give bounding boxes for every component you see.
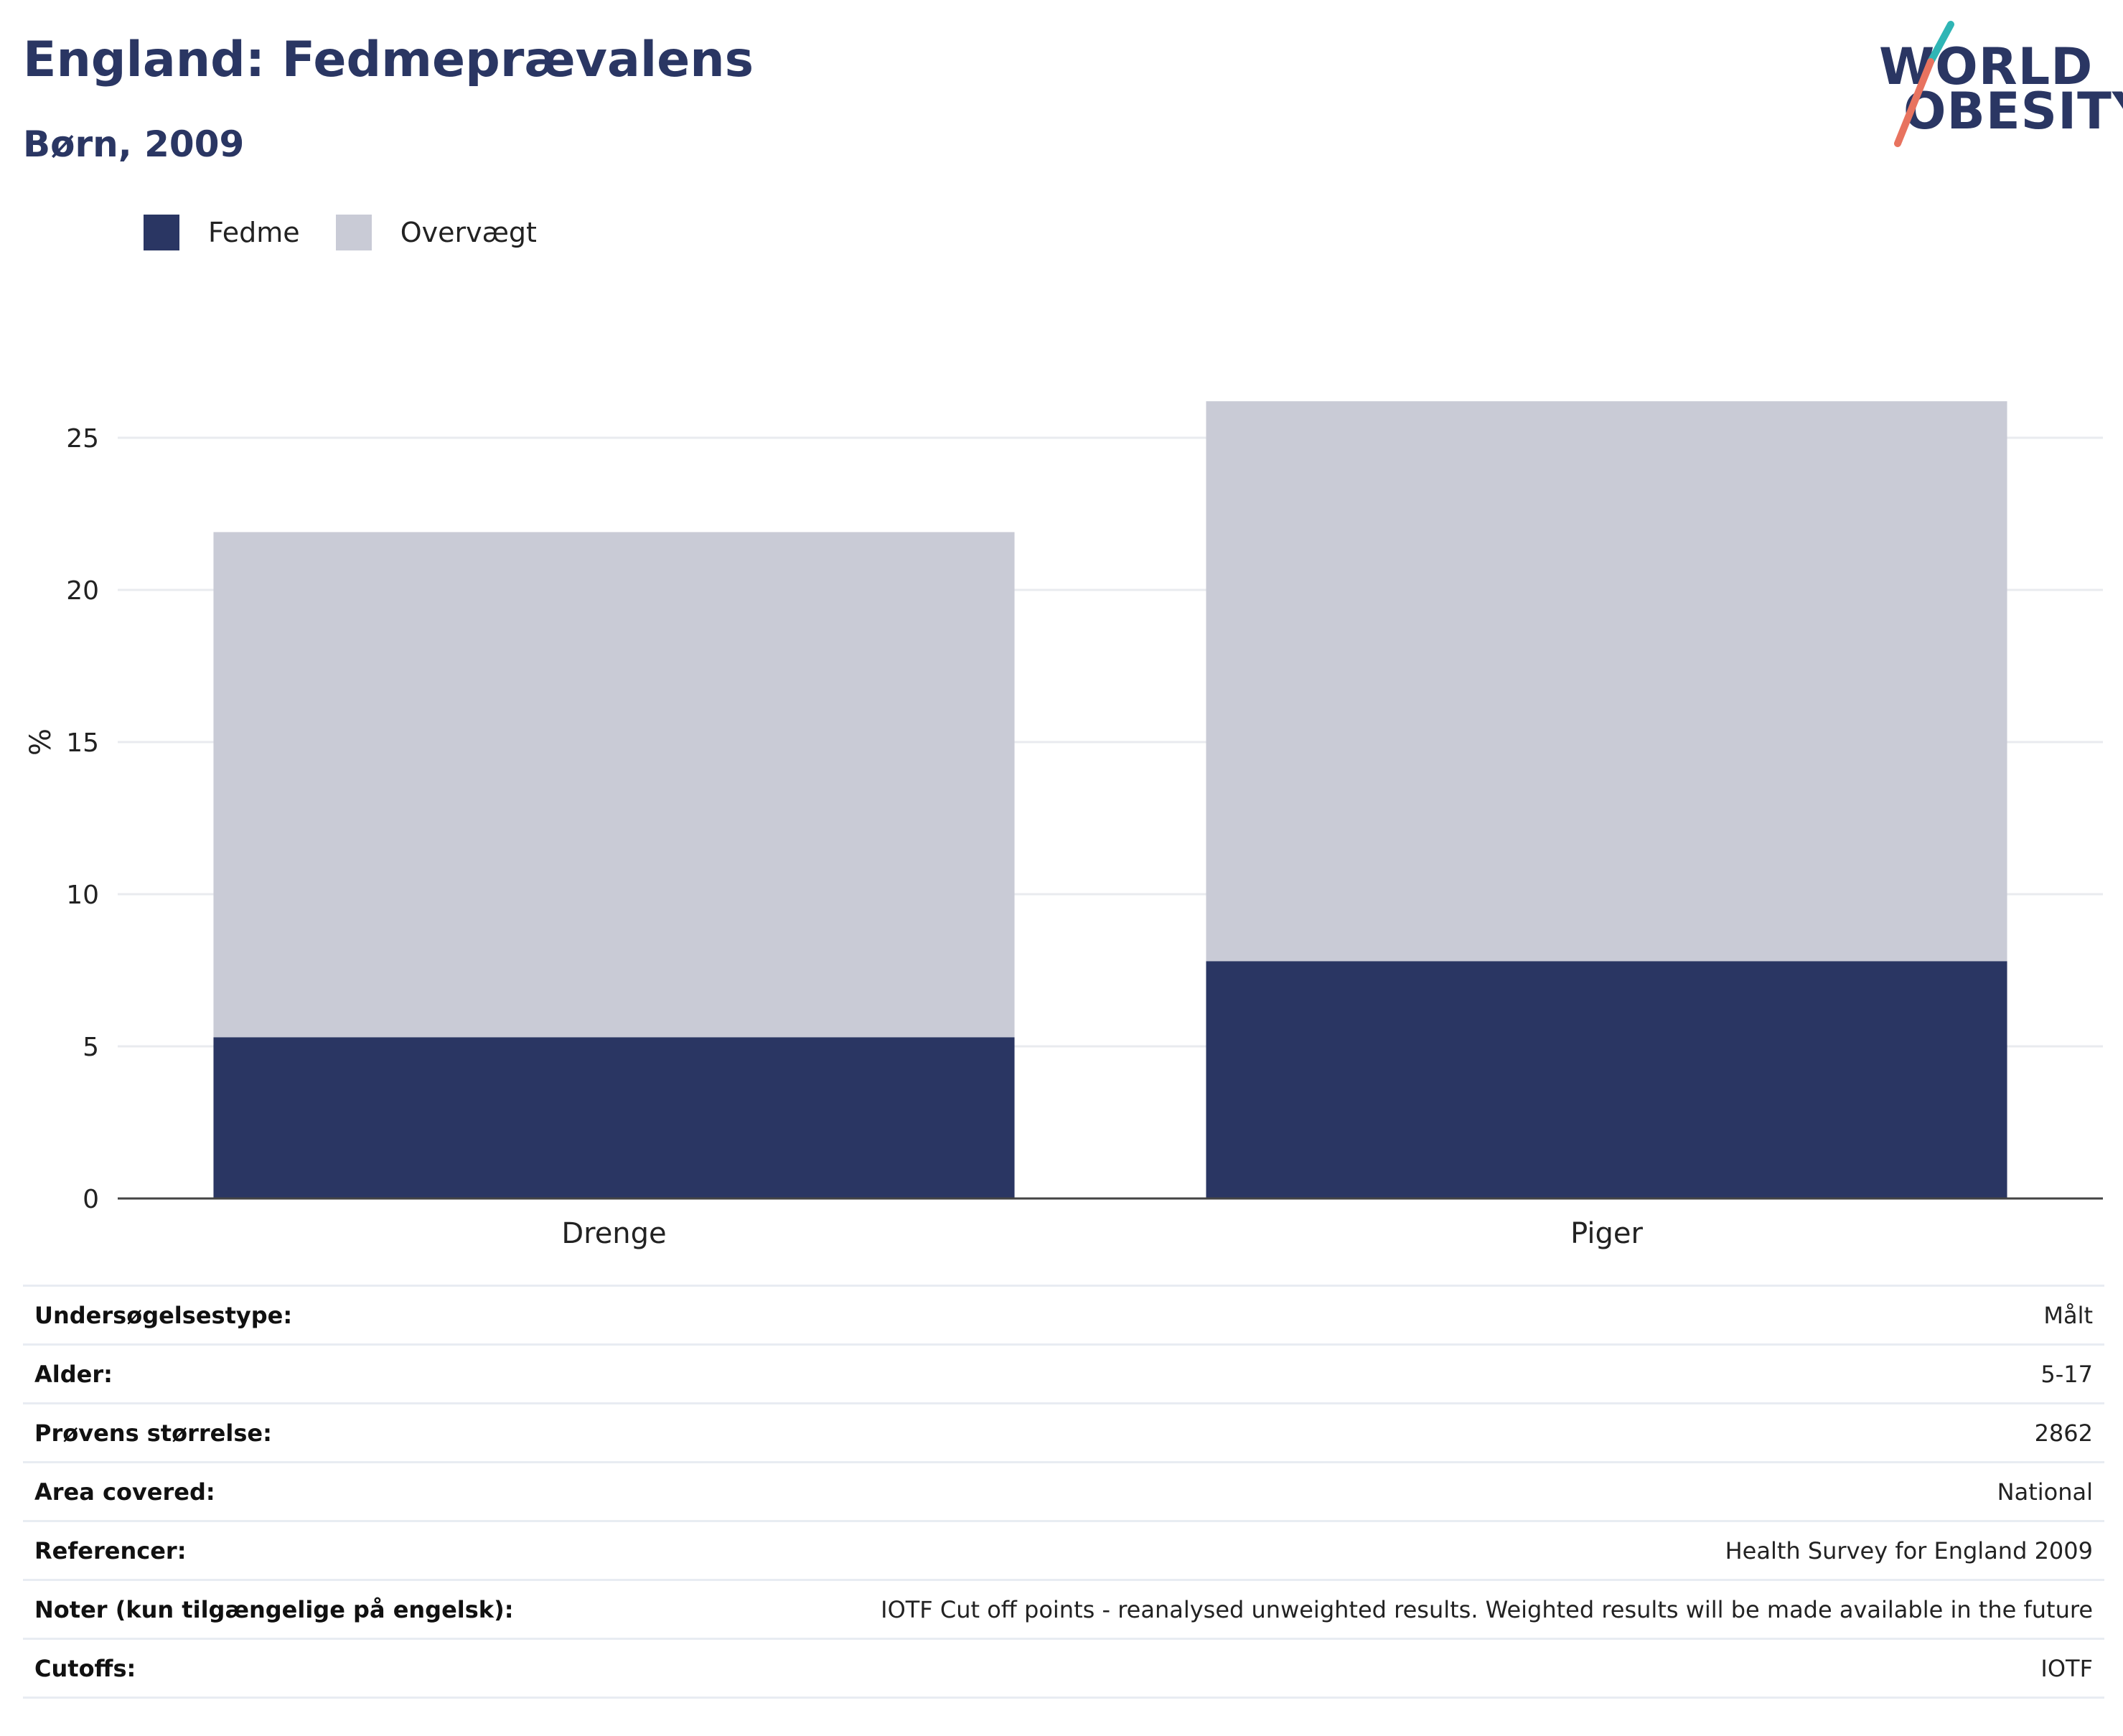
logo-slash-icon	[1894, 21, 1954, 147]
row-label: Prøvens størrelse:	[34, 1419, 272, 1447]
y-axis-label: %	[24, 728, 57, 756]
chart-legend: Fedme Overvægt	[144, 212, 573, 253]
world-obesity-logo: WORLD OBESITY	[1873, 20, 2123, 149]
bar-overvaegt-piger	[1206, 401, 2007, 962]
table-row-area-covered: Area covered: National	[23, 1462, 2104, 1521]
table-row-notes: Noter (kun tilgængelige på engelsk): IOT…	[23, 1580, 2104, 1639]
row-value: 2862	[2034, 1419, 2093, 1447]
table-row-cutoffs: Cutoffs: IOTF	[23, 1638, 2104, 1698]
row-label: Undersøgelsestype:	[34, 1301, 293, 1329]
logo-word-obesity: OBESITY	[1903, 82, 2123, 141]
page-title: England: Fedmeprævalens	[23, 32, 754, 88]
row-value: IOTF	[2040, 1654, 2093, 1682]
table-row-survey-type: Undersøgelsestype: Målt	[23, 1285, 2104, 1345]
y-tick-label: 20	[66, 576, 99, 606]
row-label: Alder:	[34, 1360, 113, 1388]
table-row-sample-size: Prøvens størrelse: 2862	[23, 1403, 2104, 1463]
bar-fedme-drenge	[213, 1037, 1015, 1198]
x-tick-label: Piger	[1570, 1217, 1643, 1250]
survey-info-table: Undersøgelsestype: Målt Alder: 5-17 Prøv…	[23, 1285, 2104, 1699]
row-value: Målt	[2043, 1301, 2093, 1329]
row-value: Health Survey for England 2009	[1725, 1536, 2093, 1564]
row-label: Referencer:	[34, 1536, 187, 1564]
y-tick-label: 10	[66, 881, 99, 910]
legend-swatch-fedme	[144, 215, 179, 250]
y-tick-label: 25	[66, 424, 99, 454]
bar-fedme-piger	[1206, 961, 2007, 1198]
row-value: IOTF Cut off points - reanalysed unweigh…	[881, 1595, 2093, 1623]
y-tick-label: 5	[83, 1033, 99, 1062]
row-label: Cutoffs:	[34, 1654, 136, 1682]
legend-swatch-overvaegt	[335, 215, 372, 250]
logo-word-world: WORLD	[1879, 37, 2094, 96]
legend-item-fedme[interactable]: Fedme	[144, 215, 300, 250]
stacked-bar-chart: 0 5 10 15 20 25% Drenge Piger	[24, 401, 2103, 1250]
row-label: Area covered:	[34, 1478, 215, 1506]
row-label: Noter (kun tilgængelige på engelsk):	[34, 1595, 514, 1623]
page-subtitle: Børn, 2009	[23, 123, 245, 165]
bar-overvaegt-drenge	[213, 532, 1015, 1038]
row-value: 5-17	[2040, 1360, 2093, 1388]
legend-label-fedme: Fedme	[208, 217, 300, 248]
legend-item-overvaegt[interactable]: Overvægt	[335, 215, 537, 250]
row-value: National	[1997, 1478, 2093, 1506]
x-tick-label: Drenge	[561, 1217, 666, 1250]
legend-label-overvaegt: Overvægt	[400, 217, 537, 248]
table-row-age: Alder: 5-17	[23, 1344, 2104, 1404]
y-tick-label: 0	[83, 1185, 99, 1214]
table-row-references: Referencer: Health Survey for England 20…	[23, 1521, 2104, 1580]
y-tick-label: 15	[66, 728, 99, 758]
